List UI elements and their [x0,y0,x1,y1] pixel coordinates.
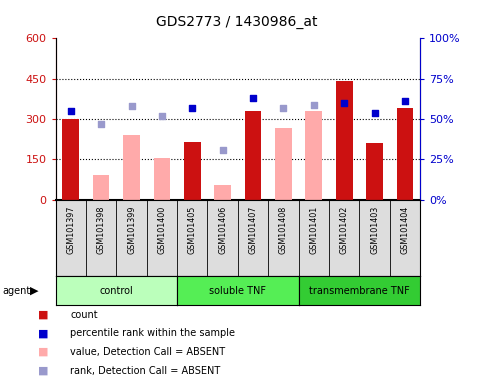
Text: ■: ■ [38,310,49,319]
Point [249,95,257,101]
Bar [62,119,79,200]
Text: GSM101406: GSM101406 [218,206,227,254]
Text: GSM101404: GSM101404 [400,206,410,254]
Text: GSM101403: GSM101403 [370,206,379,254]
Text: ■: ■ [38,328,49,338]
Point [188,105,196,111]
Point [341,100,348,106]
Text: GSM101401: GSM101401 [309,206,318,254]
Text: GSM101402: GSM101402 [340,206,349,254]
Point [158,113,166,119]
Text: count: count [70,310,98,319]
Bar [184,142,200,200]
Text: GSM101399: GSM101399 [127,206,136,254]
Text: soluble TNF: soluble TNF [209,286,267,296]
Text: GSM101405: GSM101405 [188,206,197,254]
Text: transmembrane TNF: transmembrane TNF [309,286,410,296]
Bar [397,108,413,200]
Text: ■: ■ [38,347,49,357]
Text: GSM101400: GSM101400 [157,206,167,254]
Point [67,108,74,114]
Text: ■: ■ [38,366,49,376]
Bar [93,175,110,200]
Point [97,121,105,127]
Text: GSM101408: GSM101408 [279,206,288,254]
Bar [275,128,292,200]
Text: percentile rank within the sample: percentile rank within the sample [70,328,235,338]
Point [219,147,227,153]
Point [401,98,409,104]
Point [310,101,318,108]
Text: GSM101407: GSM101407 [249,206,257,254]
Point [280,105,287,111]
Text: GDS2773 / 1430986_at: GDS2773 / 1430986_at [156,15,317,29]
Point [128,103,135,109]
Bar [336,81,353,200]
Text: rank, Detection Call = ABSENT: rank, Detection Call = ABSENT [70,366,220,376]
Point [371,109,379,116]
Text: ▶: ▶ [30,286,39,296]
Text: value, Detection Call = ABSENT: value, Detection Call = ABSENT [70,347,225,357]
Bar [154,158,170,200]
Bar [245,111,261,200]
Text: GSM101398: GSM101398 [97,206,106,254]
Text: GSM101397: GSM101397 [66,206,75,254]
Text: control: control [99,286,133,296]
Bar [305,111,322,200]
Text: agent: agent [2,286,30,296]
Bar [123,135,140,200]
Bar [366,143,383,200]
Bar [214,185,231,200]
